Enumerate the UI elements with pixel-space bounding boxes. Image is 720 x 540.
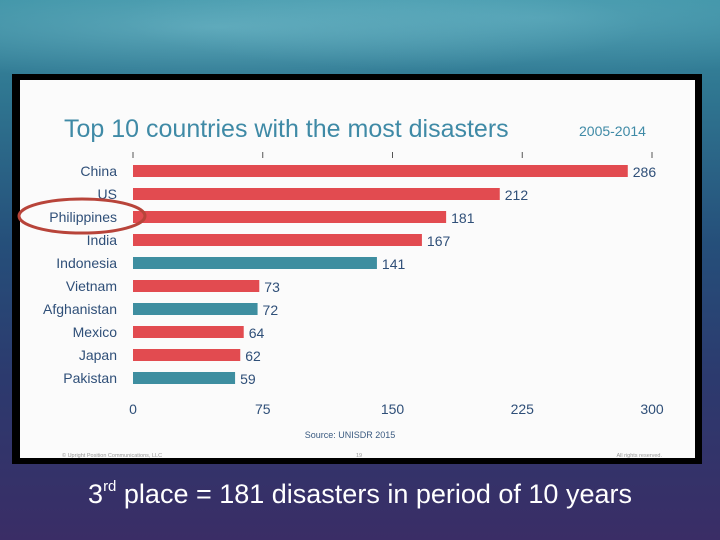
- category-label: Philippines: [49, 209, 117, 225]
- slide-caption: 3rd place = 181 disasters in period of 1…: [0, 478, 720, 510]
- value-label: 286: [633, 164, 657, 180]
- x-tick-label: 0: [129, 401, 137, 417]
- x-tick-label: 300: [640, 401, 664, 417]
- value-label: 181: [451, 210, 475, 226]
- value-label: 141: [382, 256, 406, 272]
- x-tick-label: 75: [255, 401, 271, 417]
- bar-mexico: [133, 326, 244, 338]
- bar-china: [133, 165, 628, 177]
- chart-source: Source: UNISDR 2015: [305, 430, 396, 440]
- bars-group: [133, 165, 628, 384]
- bar-us: [133, 188, 500, 200]
- value-label: 72: [263, 302, 279, 318]
- bar-afghanistan: [133, 303, 258, 315]
- category-label: Indonesia: [56, 255, 117, 271]
- chart-subtitle: 2005-2014: [579, 123, 646, 139]
- highlight-circle: [17, 197, 147, 235]
- value-label: 167: [427, 233, 451, 249]
- value-label: 212: [505, 187, 529, 203]
- category-label: Japan: [79, 347, 117, 363]
- bar-vietnam: [133, 280, 260, 292]
- category-label: US: [98, 186, 117, 202]
- category-label: Vietnam: [66, 278, 117, 294]
- x-axis-tick-labels: 0 75 150 225 300: [129, 401, 664, 417]
- category-labels: China US Philippines India Indonesia Vietnam A…: [43, 163, 117, 386]
- value-label: 73: [264, 279, 280, 295]
- footer-page-number: 19: [356, 453, 362, 459]
- category-label: Afghanistan: [43, 301, 117, 317]
- category-label: Pakistan: [63, 370, 117, 386]
- bar-pakistan: [133, 372, 236, 384]
- category-label: India: [87, 232, 118, 248]
- value-label: 64: [249, 325, 265, 341]
- x-axis-top-ticks: [132, 152, 653, 158]
- x-tick-label: 225: [511, 401, 535, 417]
- value-label: 62: [245, 348, 261, 364]
- caption-ordinal-suffix: rd: [103, 478, 117, 495]
- bar-japan: [133, 349, 241, 361]
- category-label: China: [80, 163, 117, 179]
- footer-rights: All rights reserved.: [616, 453, 662, 459]
- footer-copyright: © Upright Position Communications, LLC: [62, 452, 162, 459]
- value-label: 59: [240, 371, 256, 387]
- bar-philippines: [133, 211, 447, 223]
- bar-indonesia: [133, 257, 377, 269]
- chart-title: Top 10 countries with the most disasters: [64, 115, 509, 143]
- x-tick-label: 150: [381, 401, 405, 417]
- category-label: Mexico: [73, 324, 118, 340]
- bar-india: [133, 234, 422, 246]
- caption-number: 3: [88, 479, 104, 509]
- caption-text: place = 181 disasters in period of 10 ye…: [116, 479, 632, 509]
